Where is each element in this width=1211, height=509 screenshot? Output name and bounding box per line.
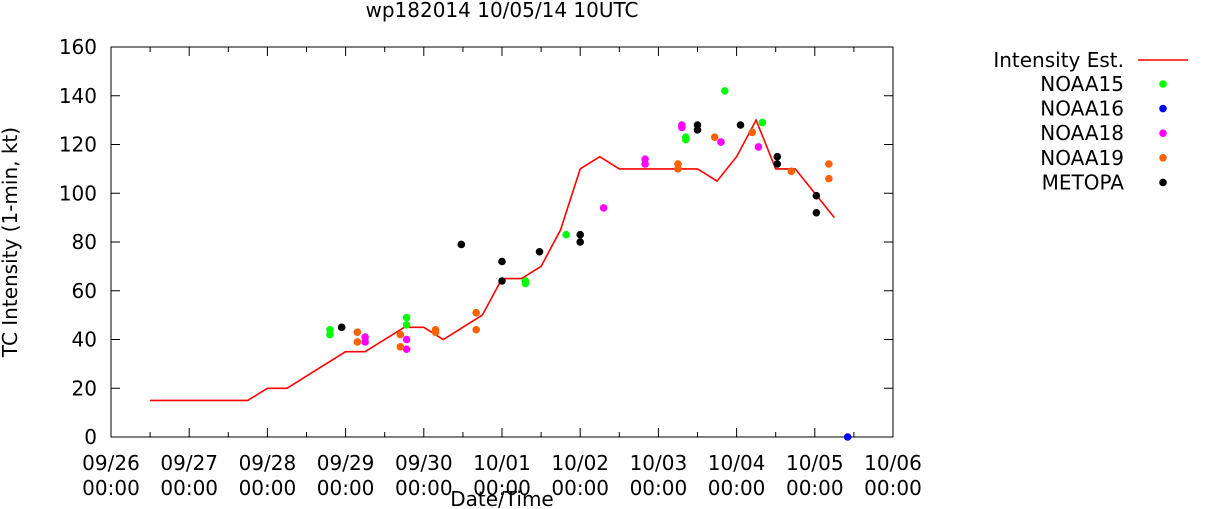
point-noaa19	[825, 174, 833, 183]
x-tick-label-time: 00:00	[473, 476, 531, 500]
point-noaa15	[402, 321, 411, 329]
legend-label-metopa: METOPA	[1042, 170, 1125, 194]
y-tick-label: 120	[59, 133, 97, 157]
point-noaa15	[326, 330, 334, 339]
point-metopa	[773, 152, 782, 161]
x-tick-label-date: 10/02	[551, 451, 609, 475]
x-tick-label-time: 00:00	[551, 476, 609, 500]
x-tick-label-time: 00:00	[239, 476, 297, 500]
x-tick-label-date: 10/06	[864, 451, 922, 475]
point-metopa	[498, 257, 506, 266]
point-metopa	[535, 247, 544, 256]
point-metopa	[812, 208, 821, 217]
point-metopa	[812, 191, 821, 200]
y-axis: 0 20 40 60 80 100 120 140 160	[59, 35, 893, 449]
y-tick-label: 40	[72, 328, 97, 352]
x-tick-label-date: 10/03	[630, 451, 688, 475]
x-tick-label-time: 00:00	[82, 476, 140, 500]
legend-swatch-metopa	[1159, 178, 1167, 187]
point-metopa	[457, 240, 466, 249]
point-metopa	[337, 323, 346, 332]
x-tick-label-time: 00:00	[708, 476, 766, 500]
x-tick-label-date: 10/01	[473, 451, 531, 475]
y-tick-label: 60	[72, 279, 97, 303]
point-noaa15	[402, 313, 411, 322]
point-noaa18	[717, 138, 725, 146]
intensity-est-line	[150, 118, 836, 402]
legend-label-noaa19: NOAA19	[1040, 146, 1124, 170]
x-tick-label-time: 00:00	[317, 476, 375, 500]
observation-points-layer	[326, 87, 852, 441]
point-noaa19	[472, 308, 480, 317]
intensity-line-layer	[150, 118, 836, 402]
x-axis: 09/2600:0009/2700:0009/2800:0009/2900:00…	[82, 47, 922, 500]
point-noaa18	[361, 338, 369, 346]
legend-swatch-noaa19	[1159, 154, 1167, 162]
point-noaa19	[748, 128, 757, 137]
point-noaa15	[562, 230, 570, 239]
plot-frame	[110, 46, 894, 438]
point-noaa19	[353, 328, 362, 336]
y-axis-label: TC Intensity (1-min, kt)	[0, 127, 22, 358]
x-tick-label-date: 09/28	[239, 451, 297, 475]
legend-label-intensity-est: Intensity Est.	[993, 48, 1124, 72]
y-tick-label: 80	[72, 230, 97, 254]
point-metopa	[693, 126, 702, 134]
y-tick-label: 20	[72, 376, 97, 400]
point-noaa18	[641, 160, 649, 168]
x-tick-label-date: 10/05	[786, 451, 844, 475]
point-noaa19	[353, 338, 362, 346]
point-noaa18	[402, 335, 411, 344]
x-tick-label-date: 09/27	[160, 451, 218, 475]
point-noaa18	[678, 123, 686, 132]
point-metopa	[576, 230, 584, 239]
x-axis-label: Date/Time	[450, 487, 554, 509]
point-noaa15	[521, 279, 530, 288]
point-noaa16	[843, 433, 852, 441]
point-noaa19	[431, 328, 440, 336]
x-tick-label-date: 10/04	[708, 451, 766, 475]
x-tick-label-time: 00:00	[395, 476, 453, 500]
point-metopa	[736, 121, 745, 129]
point-noaa18	[402, 345, 411, 354]
point-noaa19	[396, 330, 405, 339]
legend-label-noaa15: NOAA15	[1040, 72, 1124, 96]
point-noaa19	[825, 160, 833, 168]
x-tick-label-date: 09/29	[317, 451, 375, 475]
y-tick-label: 0	[84, 425, 97, 449]
point-noaa15	[721, 87, 729, 95]
point-noaa19	[472, 325, 480, 334]
point-noaa18	[754, 143, 763, 151]
x-tick-label-time: 00:00	[160, 476, 218, 500]
point-metopa	[576, 238, 584, 246]
point-noaa19	[396, 343, 405, 351]
y-tick-label: 100	[59, 181, 97, 205]
point-noaa15	[681, 133, 690, 141]
point-noaa19	[710, 133, 719, 141]
legend: Intensity Est.NOAA15NOAA16NOAA18NOAA19ME…	[993, 48, 1188, 194]
legend-swatch-noaa16	[1159, 104, 1167, 113]
legend-swatch-noaa15	[1159, 80, 1167, 88]
point-noaa19	[787, 167, 796, 176]
legend-label-noaa16: NOAA16	[1040, 97, 1124, 121]
point-noaa19	[674, 165, 682, 173]
x-tick-label-time: 00:00	[630, 476, 688, 500]
point-metopa	[498, 277, 506, 285]
x-tick-label-date: 09/30	[395, 451, 453, 475]
legend-label-noaa18: NOAA18	[1040, 121, 1124, 145]
x-tick-label-time: 00:00	[864, 476, 922, 500]
x-tick-label-time: 00:00	[786, 476, 844, 500]
x-tick-label-date: 09/26	[82, 451, 140, 475]
y-tick-label: 140	[59, 84, 97, 108]
y-tick-label: 160	[59, 35, 97, 59]
point-noaa18	[599, 204, 608, 212]
point-noaa15	[758, 118, 767, 127]
legend-swatch-noaa18	[1159, 129, 1167, 137]
point-metopa	[773, 160, 782, 168]
chart-title: wp182014 10/05/14 10UTC	[365, 0, 638, 22]
